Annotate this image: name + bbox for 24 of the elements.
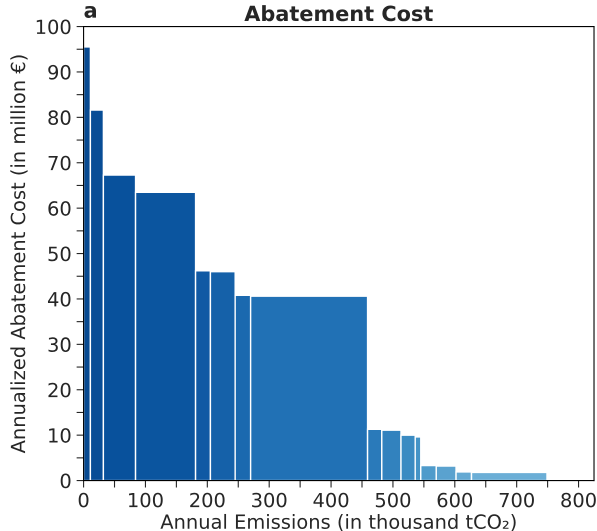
y-tick-label: 30 (48, 337, 70, 352)
y-tick-label: 20 (48, 382, 70, 398)
y-tick-label: 60 (48, 201, 70, 216)
x-tick-label: 700 (500, 492, 534, 508)
y-tick-label: 0 (60, 474, 70, 488)
x-tick-label: 300 (252, 492, 286, 508)
text: a (84, 6, 96, 18)
y-tick-label: 40 (48, 292, 70, 307)
y-tick-label: 80 (48, 110, 70, 126)
x-tick-label: 100 (129, 492, 163, 508)
x-tick-label: 800 (561, 492, 596, 508)
x-tick-label: 500 (376, 492, 410, 508)
y-tick-label: 90 (48, 64, 70, 80)
chart-title: Abatement Cost (244, 5, 433, 22)
x-axis-title: Annual Emissions (in thousand tCO₂) (160, 514, 516, 531)
y-axis-title: Annualized Abatement Cost (in million €) (10, 55, 28, 454)
x-tick-label: 200 (190, 492, 225, 508)
x-tick-label: 0 (78, 492, 88, 508)
y-tick-label: 10 (49, 428, 70, 443)
y-tick-label: 50 (48, 246, 70, 262)
x-tick-label: 600 (438, 492, 472, 508)
y-tick-label: 100 (36, 20, 70, 34)
x-tick-label: 400 (313, 492, 348, 508)
y-tick-label: 70 (48, 156, 70, 170)
